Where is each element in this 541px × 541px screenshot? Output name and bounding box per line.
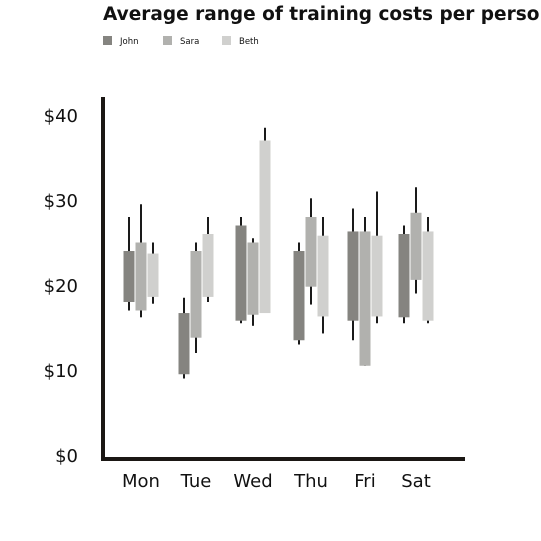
y-tick-label: $30 <box>44 191 78 212</box>
range-box-beth-fri <box>371 235 383 317</box>
range-box-sara-mon <box>135 242 147 311</box>
legend-swatch-sara <box>163 36 172 45</box>
range-box-sara-wed <box>247 242 259 315</box>
range-box-john-sat <box>398 234 410 318</box>
range-box-john-thu <box>293 251 305 341</box>
x-tick-label: Mon <box>122 471 160 492</box>
x-tick-label: Sat <box>401 471 431 492</box>
legend-swatch-john <box>103 36 112 45</box>
legend: John Sara Beth <box>103 36 259 47</box>
range-box-sara-tue <box>190 251 202 338</box>
range-box-beth-mon <box>147 253 159 297</box>
legend-label-beth: Beth <box>239 37 259 47</box>
legend-label-john: John <box>119 37 138 47</box>
chart-title: Average range of training costs per pers… <box>103 4 541 25</box>
y-tick-label: $10 <box>44 361 78 382</box>
range-box-beth-wed <box>259 140 271 314</box>
plot-marks <box>123 127 434 379</box>
y-tick-label: $40 <box>44 106 78 127</box>
range-box-john-tue <box>178 313 190 375</box>
x-axis-ticks: Mon Tue Wed Thu Fri Sat <box>122 471 431 492</box>
range-box-john-mon <box>123 251 135 302</box>
range-box-sara-fri <box>359 231 371 366</box>
range-box-john-wed <box>235 225 247 321</box>
y-tick-label: $0 <box>55 446 78 467</box>
range-box-beth-thu <box>317 235 329 317</box>
x-tick-label: Fri <box>354 471 375 492</box>
range-box-beth-tue <box>202 234 214 297</box>
x-tick-label: Wed <box>233 471 272 492</box>
legend-label-sara: Sara <box>180 37 199 47</box>
range-box-john-fri <box>347 231 359 321</box>
range-box-sara-sat <box>410 212 422 280</box>
x-tick-label: Tue <box>180 471 212 492</box>
x-tick-label: Thu <box>293 471 328 492</box>
y-tick-label: $20 <box>44 276 78 297</box>
range-box-sara-thu <box>305 217 317 287</box>
legend-swatch-beth <box>222 36 231 45</box>
y-axis-ticks: $0 $10 $20 $30 $40 <box>44 106 78 467</box>
range-box-beth-sat <box>422 231 434 321</box>
